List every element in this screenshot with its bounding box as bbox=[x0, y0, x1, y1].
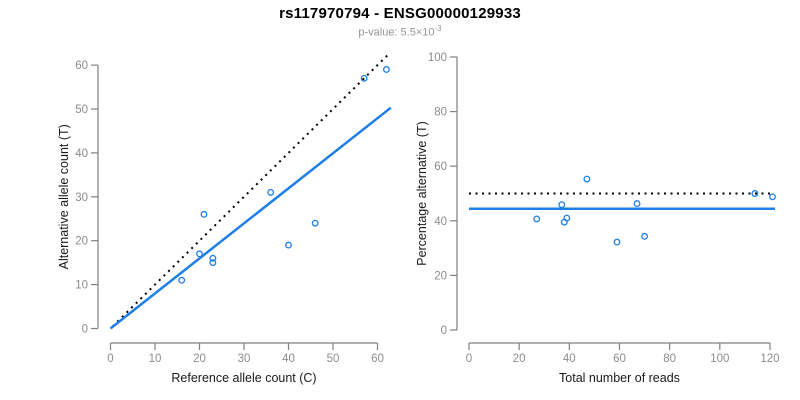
pvalue-exponent: -3 bbox=[434, 24, 442, 33]
left-plot: 0 10 20 30 40 50 60 0 10 20 30 40 50 60 Reference alle… bbox=[57, 53, 392, 385]
y-axis-title: Percentage alternative (T) bbox=[415, 121, 429, 266]
data-point bbox=[311, 219, 319, 227]
main-title: rs117970794 - ENSG00000129933 bbox=[279, 5, 521, 22]
data-point bbox=[583, 175, 591, 183]
data-point bbox=[769, 193, 776, 201]
y-tick-label: 80 bbox=[434, 107, 447, 119]
data-point bbox=[641, 232, 649, 240]
data-point bbox=[285, 241, 292, 249]
pvalue-text: p-value: 5.5×10 bbox=[358, 26, 435, 39]
data-point bbox=[613, 238, 621, 246]
y-tick-label: 30 bbox=[75, 192, 88, 204]
y-tick-label: 100 bbox=[428, 52, 447, 64]
x-tick-label: 120 bbox=[760, 353, 779, 365]
y-tick-label: 0 bbox=[82, 324, 88, 336]
y-tick-label: 20 bbox=[75, 236, 88, 248]
data-point bbox=[563, 214, 571, 222]
x-tick-label: 100 bbox=[710, 353, 729, 365]
fitted-allelic-ratio-line bbox=[109, 106, 392, 330]
data-point bbox=[558, 201, 566, 209]
x-axis-title: Reference allele count (C) bbox=[171, 371, 316, 385]
y-tick-label: 20 bbox=[434, 270, 447, 282]
data-point bbox=[196, 250, 203, 258]
expected-50pct-identity-line bbox=[112, 53, 390, 328]
right-plot: 0 20 40 60 80 100 0 20 40 60 80 100 120 Total number … bbox=[415, 52, 780, 385]
y-tick-label: 40 bbox=[75, 148, 88, 160]
x-tick-label: 40 bbox=[282, 353, 295, 365]
x-tick-label: 80 bbox=[663, 353, 676, 365]
y-tick-label: 0 bbox=[441, 325, 447, 337]
pvalue-subtitle: p-value: 5.5×10-3 bbox=[0, 24, 800, 39]
x-tick-label: 20 bbox=[193, 353, 206, 365]
y-tick-label: 10 bbox=[75, 280, 88, 292]
data-point bbox=[267, 188, 275, 196]
x-tick-label: 0 bbox=[466, 353, 472, 365]
data-point bbox=[360, 74, 368, 82]
y-tick-label: 60 bbox=[75, 60, 88, 72]
y-tick-label: 50 bbox=[75, 104, 88, 116]
y-axis-title: Alternative allele count (T) bbox=[57, 124, 71, 269]
data-point bbox=[200, 210, 208, 218]
y-tick-label: 60 bbox=[434, 161, 447, 173]
x-axis-title: Total number of reads bbox=[559, 371, 680, 385]
data-point bbox=[633, 200, 641, 208]
data-point bbox=[533, 215, 541, 223]
x-tick-label: 20 bbox=[513, 353, 526, 365]
x-tick-label: 50 bbox=[327, 353, 340, 365]
data-point bbox=[751, 190, 759, 197]
data-point bbox=[178, 276, 186, 284]
data-point bbox=[209, 254, 217, 262]
y-tick-label: 40 bbox=[434, 216, 447, 228]
x-tick-label: 30 bbox=[238, 353, 251, 365]
x-tick-label: 60 bbox=[371, 353, 384, 365]
x-tick-label: 40 bbox=[563, 353, 576, 365]
x-tick-label: 10 bbox=[149, 353, 162, 365]
x-tick-label: 60 bbox=[613, 353, 626, 365]
data-point bbox=[209, 259, 217, 267]
x-tick-label: 0 bbox=[107, 353, 113, 365]
data-point bbox=[382, 66, 390, 73]
